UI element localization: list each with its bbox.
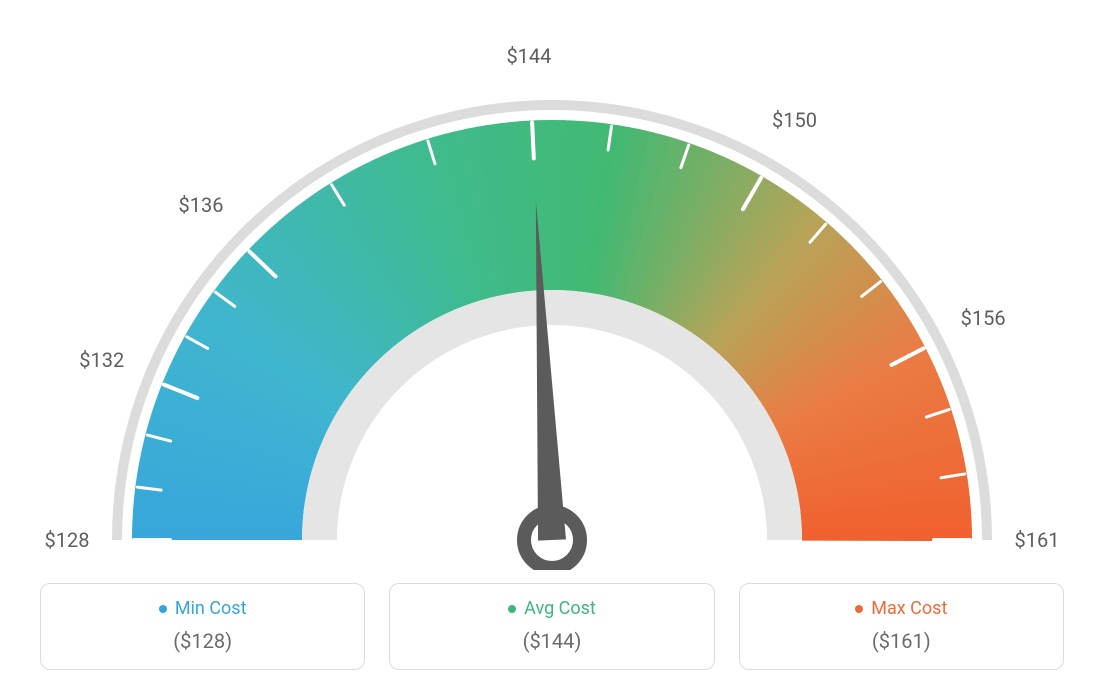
gauge-tick-label: $161 [1015,528,1060,552]
legend-label-text: Min Cost [175,598,247,619]
legend-value: ($161) [750,629,1053,653]
gauge-tick-label: $150 [772,108,817,132]
gauge-chart: $128 $132 $136 $144 $150 $156 $161 [0,0,1104,570]
gauge-tick-label: $156 [961,306,1006,330]
legend-value: ($128) [51,629,354,653]
legend-item-avg: Avg Cost ($144) [389,583,714,671]
legend-dot-icon [508,605,516,613]
legend-label-text: Avg Cost [524,598,596,619]
legend-label: Avg Cost [508,598,596,619]
legend-label-text: Max Cost [871,598,947,619]
legend-label: Max Cost [855,598,947,619]
legend-item-max: Max Cost ($161) [739,583,1064,671]
legend-label: Min Cost [159,598,247,619]
legend-item-min: Min Cost ($128) [40,583,365,671]
legend-dot-icon [159,605,167,613]
gauge-tick-label: $128 [45,528,90,552]
legend-value: ($144) [400,629,703,653]
gauge-tick-label: $132 [79,348,124,372]
gauge-tick-label: $136 [179,193,224,217]
legend-dot-icon [855,605,863,613]
gauge-tick-label: $144 [506,44,551,68]
cost-gauge-widget: $128 $132 $136 $144 $150 $156 $161 Min Cost ($… [0,0,1104,690]
legend: Min Cost ($128) Avg Cost ($144) Max Cost… [40,583,1064,671]
